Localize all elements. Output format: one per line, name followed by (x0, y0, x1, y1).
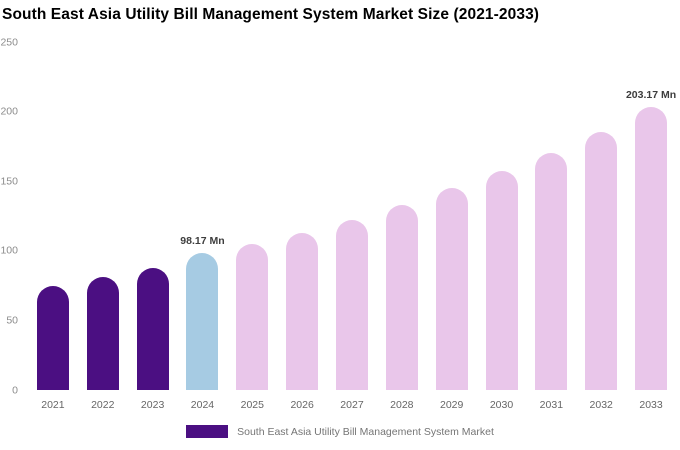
legend-swatch[interactable] (186, 425, 229, 438)
bar-2030[interactable] (485, 171, 518, 390)
x-tick-label-2030: 2030 (489, 399, 514, 411)
x-tick-label-2026: 2026 (290, 399, 314, 411)
bar-2022[interactable] (86, 277, 119, 390)
bar-column-2022 (78, 42, 128, 390)
data-label-2024: 98.17 Mn (180, 235, 225, 248)
y-axis-labels: 0 50 100 150 200 250 (0, 37, 20, 395)
legend-label[interactable]: South East Asia Utility Bill Management … (237, 425, 494, 438)
bar-column-2024: 98.17 Mn (178, 42, 228, 390)
x-tick-label-2031: 2031 (539, 399, 564, 411)
bar-column-2029 (427, 42, 477, 390)
bar-column-2023 (128, 42, 178, 390)
bar-column-2025 (227, 42, 277, 390)
x-tick-label-2029: 2029 (439, 399, 464, 411)
bar-column-2033: 203.17 Mn (626, 42, 676, 390)
y-tick-label-100: 100 (0, 244, 18, 257)
bar-2031[interactable] (535, 153, 568, 390)
y-tick-label-200: 200 (0, 105, 18, 118)
x-tick-label-2025: 2025 (240, 399, 264, 411)
x-tick-label-2021: 2021 (41, 399, 65, 411)
bar-2032[interactable] (585, 132, 618, 390)
x-tick-label-2024: 2024 (190, 399, 215, 411)
bar-2026[interactable] (286, 232, 319, 390)
y-tick-label-250: 250 (0, 35, 18, 48)
x-axis-labels: 2021 2022 2023 2024 2025 2026 2027 2028 2029 2030… (28, 399, 676, 411)
legend: South East Asia Utility Bill Management … (0, 425, 680, 438)
y-tick-label-50: 50 (6, 314, 18, 327)
bar-2028[interactable] (385, 204, 418, 390)
bar-2025[interactable] (236, 243, 269, 390)
x-tick-label-2027: 2027 (340, 399, 364, 411)
bar-column-2032 (576, 42, 626, 390)
bar-column-2030 (477, 42, 527, 390)
plot-area: 98.17 Mn 203.17 Mn (28, 42, 676, 390)
bar-2033[interactable] (635, 107, 668, 390)
bar-2021[interactable] (36, 285, 69, 390)
bar-column-2027 (327, 42, 377, 390)
data-label-2033: 203.17 Mn (625, 89, 677, 102)
bar-column-2026 (277, 42, 327, 390)
y-tick-label-0: 0 (12, 383, 18, 396)
bar-column-2028 (377, 42, 427, 390)
bar-column-2021 (28, 42, 78, 390)
x-tick-label-2023: 2023 (140, 399, 165, 411)
bar-column-2031 (526, 42, 576, 390)
y-tick-label-150: 150 (0, 174, 18, 187)
chart-title: South East Asia Utility Bill Management … (2, 6, 540, 23)
x-tick-label-2032: 2032 (589, 399, 613, 411)
bar-2027[interactable] (335, 220, 368, 390)
bar-2024[interactable] (186, 253, 219, 390)
x-tick-label-2033: 2033 (639, 399, 663, 411)
bar-2029[interactable] (435, 188, 468, 390)
x-tick-label-2022: 2022 (91, 399, 115, 411)
x-tick-label-2028: 2028 (390, 399, 414, 411)
bar-2023[interactable] (136, 267, 169, 390)
